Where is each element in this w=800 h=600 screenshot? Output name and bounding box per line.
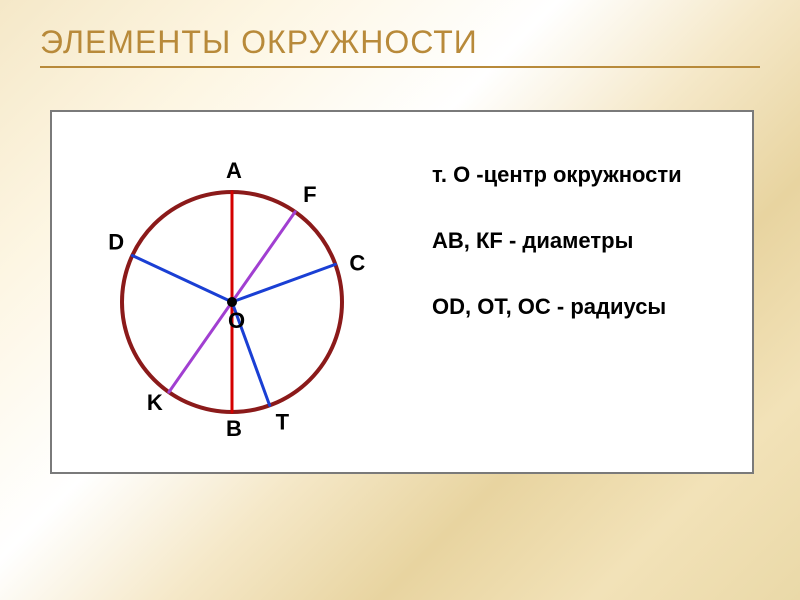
svg-text:D: D: [108, 230, 124, 255]
slide-title: ЭЛЕМЕНТЫ ОКРУЖНОСТИ: [40, 24, 478, 61]
svg-text:О: О: [228, 308, 245, 333]
diagram-panel: A F C D K B T О т. О -центр окружности АВ, КF -…: [50, 110, 754, 474]
circle-diagram: A F C D K B T О: [52, 112, 412, 472]
diagram-svg: A F C D K B T О: [52, 112, 412, 472]
svg-text:C: C: [349, 250, 365, 275]
svg-text:T: T: [276, 409, 290, 434]
svg-text:A: A: [226, 158, 242, 183]
svg-text:K: K: [147, 390, 163, 415]
legend-line-radii: ОD, ОТ, ОС - радиусы: [432, 294, 732, 320]
slide: ЭЛЕМЕНТЫ ОКРУЖНОСТИ A F C D K B T О т. О -центр…: [0, 0, 800, 600]
svg-text:B: B: [226, 416, 242, 441]
legend-line-diameters: АВ, КF - диаметры: [432, 228, 732, 254]
legend: т. О -центр окружности АВ, КF - диаметры…: [432, 162, 732, 360]
svg-text:F: F: [303, 182, 316, 207]
title-underline: [40, 66, 760, 68]
legend-line-center: т. О -центр окружности: [432, 162, 732, 188]
